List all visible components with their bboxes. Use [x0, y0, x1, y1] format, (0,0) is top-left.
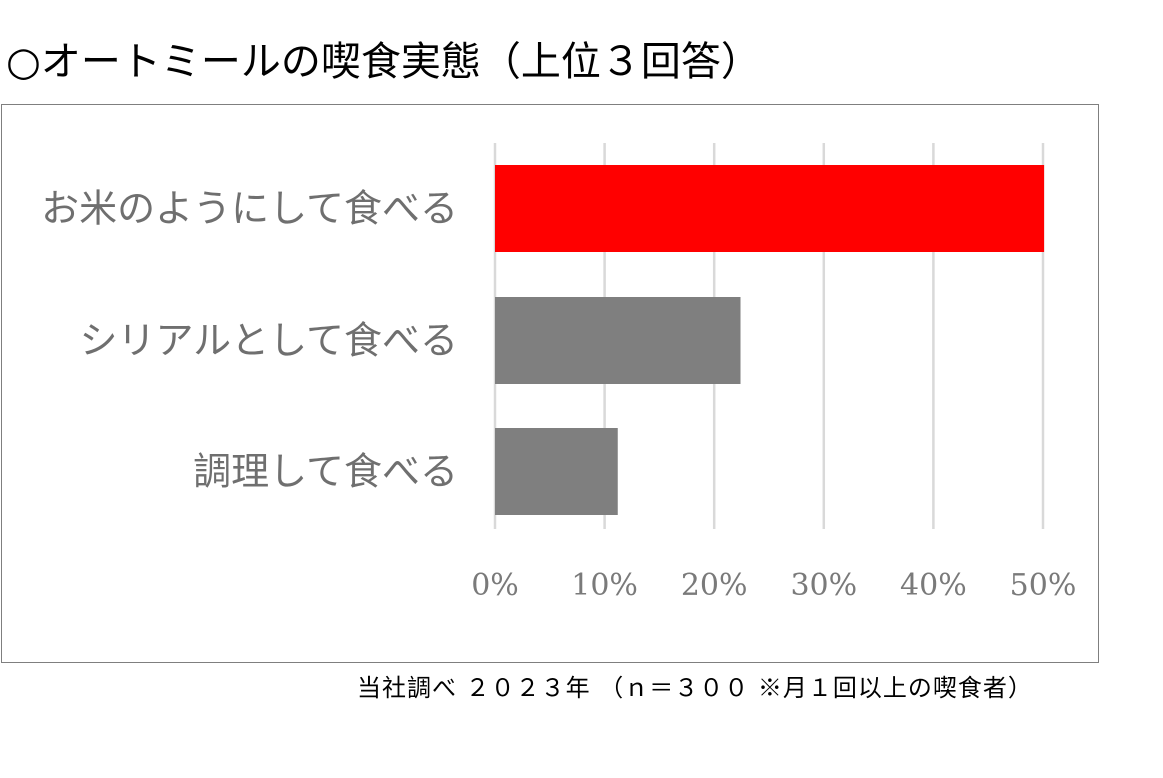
x-tick-labels: 0% 10% 20% 30% 40% 50%	[471, 568, 1076, 603]
chart-frame: お米のようにして食べるシリアルとして食べる調理して食べる 0% 10% 20% 30%…	[1, 104, 1099, 663]
bar-1	[495, 297, 741, 384]
x-tick-label: 10%	[571, 568, 638, 603]
page-title: ○オートミールの喫食実態（上位３回答）	[6, 39, 761, 85]
x-tick-label: 40%	[900, 568, 967, 603]
x-tick-label: 30%	[790, 568, 857, 603]
category-label: お米のようにして食べる	[41, 187, 458, 231]
bar-0	[495, 165, 1045, 252]
bars	[495, 165, 1045, 515]
x-tick-label: 50%	[1010, 568, 1077, 603]
x-tick-label: 20%	[681, 568, 748, 603]
bar-2	[495, 428, 618, 515]
source-footnote: 当社調べ ２０２３年 （ｎ＝３００ ※月１回以上の喫食者）	[357, 674, 1033, 702]
category-label: 調理して食べる	[193, 450, 458, 494]
x-tick-label: 0%	[471, 568, 519, 603]
category-label: シリアルとして食べる	[80, 319, 458, 363]
